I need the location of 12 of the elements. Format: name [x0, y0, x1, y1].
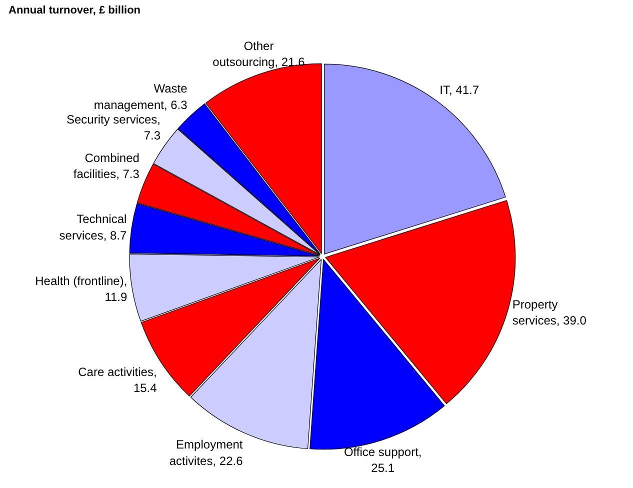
slice-label: Combined facilities, 7.3	[73, 150, 140, 182]
slice-label: Technical services, 8.7	[59, 212, 127, 242]
slice-label: Employment activites, 22.6	[169, 438, 244, 468]
slice-label: Other outsourcing, 21.6	[212, 38, 306, 70]
slice-label: Security services, 7.3	[66, 112, 161, 143]
chart-title: Annual turnover, £ billion	[8, 4, 141, 16]
slice-label: Care activities, 15.4	[78, 364, 158, 395]
slice-label: Waste management, 6.3	[94, 82, 188, 112]
slice-label: Property services, 39.0	[512, 298, 587, 328]
slice-label: Office support, 25.1	[344, 445, 422, 476]
slice-label: IT, 41.7	[440, 82, 480, 97]
slice-label: Health (frontline), 11.9	[35, 274, 128, 304]
